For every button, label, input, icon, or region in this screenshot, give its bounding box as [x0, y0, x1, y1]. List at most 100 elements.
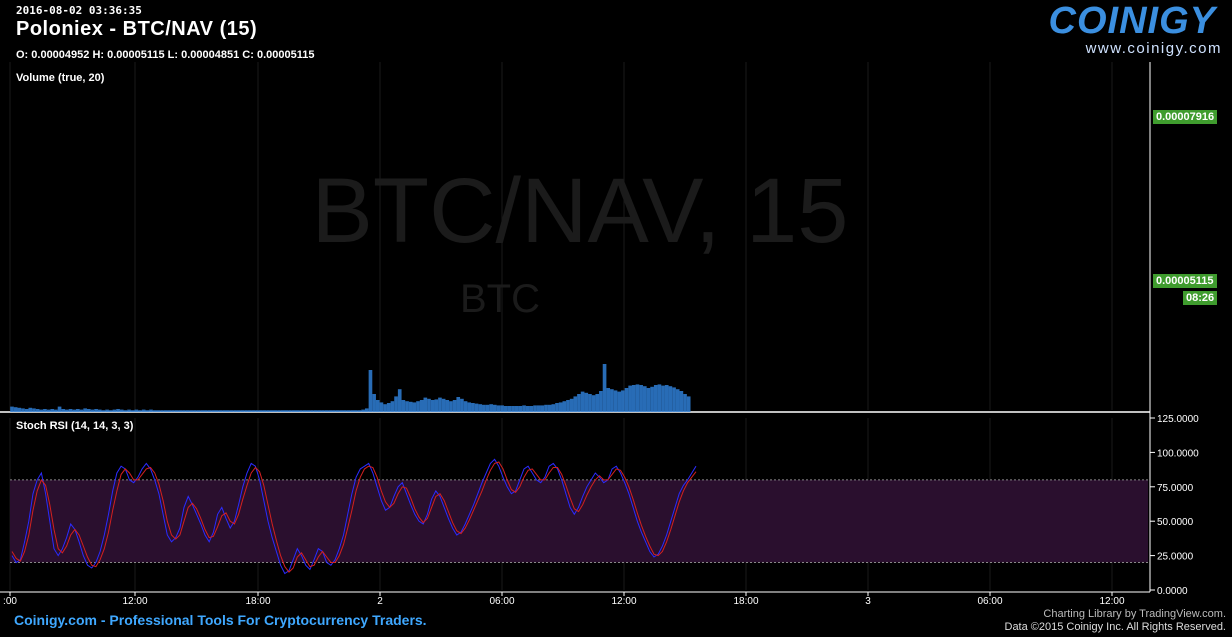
volume-bar [222, 410, 226, 412]
stoch-rsi-label[interactable]: Stoch RSI (14, 14, 3, 3) [16, 420, 134, 432]
volume-bar [273, 410, 278, 412]
volume-bar [405, 401, 409, 412]
footer-tagline[interactable]: Coinigy.com - Professional Tools For Cry… [14, 612, 427, 628]
volume-bar [332, 410, 336, 412]
volume-bar [650, 386, 654, 412]
volume-bar [383, 404, 387, 412]
volume-bar [642, 386, 647, 412]
volume-bar [116, 409, 120, 412]
volume-bar [529, 406, 534, 412]
volume-bar [57, 406, 62, 412]
volume-bar [573, 396, 578, 412]
volume-indicator-label[interactable]: Volume (true, 20) [16, 72, 105, 84]
stoch-band [10, 479, 1148, 563]
volume-bar [68, 409, 73, 412]
volume-bar [661, 385, 665, 412]
volume-bar [86, 409, 91, 412]
volume-bar [83, 408, 87, 412]
volume-bar [416, 401, 420, 412]
volume-bar [112, 409, 117, 412]
volume-bar [171, 410, 175, 412]
volume-bar [584, 392, 589, 412]
footer-credit-tradingview[interactable]: Charting Library by TradingView.com. [1043, 608, 1226, 620]
volume-bar [35, 409, 40, 412]
volume-bar [686, 396, 691, 412]
volume-bar [178, 410, 183, 412]
time-axis-label: :00 [3, 596, 17, 607]
volume-bar [211, 410, 216, 412]
volume-bar [251, 410, 256, 412]
time-axis-label: 3 [865, 596, 871, 607]
stoch-k-line [11, 458, 697, 575]
volume-bar [288, 410, 292, 412]
volume-bar [368, 370, 373, 412]
volume-bar [566, 400, 570, 412]
volume-bar [321, 410, 325, 412]
volume-bar [130, 410, 135, 412]
volume-bar [163, 410, 168, 412]
volume-bar [364, 408, 369, 412]
volume-bar [635, 384, 640, 412]
volume-bar [397, 389, 402, 412]
volume-bar [174, 410, 179, 412]
volume-bar [313, 410, 318, 412]
volume-bar [185, 410, 190, 412]
coinigy-logo[interactable]: COINIGY [1048, 0, 1216, 42]
volume-bar [558, 402, 563, 412]
volume-bar [61, 409, 66, 412]
volume-bar [577, 394, 581, 412]
time-axis-label: 2 [377, 596, 383, 607]
volume-bar [291, 410, 296, 412]
volume-bar [361, 409, 365, 412]
volume-bar [229, 410, 234, 412]
volume-bar [328, 410, 333, 412]
volume-bar [412, 402, 417, 412]
volume-bar [189, 410, 194, 412]
time-axis-label: 06:00 [489, 596, 514, 607]
time-axis-label: 18:00 [733, 596, 758, 607]
volume-bar [569, 398, 574, 412]
volume-bar [105, 409, 109, 412]
volume-bar [339, 410, 344, 412]
volume-bar [474, 403, 479, 412]
volume-bar [631, 385, 636, 412]
volume-bar [160, 410, 164, 412]
volume-bar [207, 410, 212, 412]
volume-bar [244, 410, 248, 412]
volume-bar [372, 394, 376, 412]
volume-bar [119, 409, 124, 412]
volume-bar [200, 410, 205, 412]
volume-bar [580, 391, 585, 412]
volume-bar [657, 384, 662, 412]
volume-bar [13, 407, 18, 412]
volume-bar [606, 388, 611, 412]
volume-bar [145, 410, 150, 412]
volume-bar [39, 409, 44, 412]
volume-bar [90, 409, 95, 412]
chart-title: Poloniex - BTC/NAV (15) [16, 18, 258, 40]
coinigy-url[interactable]: www.coinigy.com [1085, 40, 1222, 57]
volume-bar [54, 409, 58, 412]
footer-credit-copyright: Data ©2015 Coinigy Inc. All Rights Reser… [1004, 621, 1227, 633]
volume-bar [236, 410, 241, 412]
volume-bar [218, 410, 223, 412]
stoch-axis-label: 50.0000 [1157, 517, 1194, 528]
volume-bar [266, 410, 270, 412]
volume-bar [240, 410, 245, 412]
volume-bar [335, 410, 340, 412]
time-axis-label: 12:00 [611, 596, 636, 607]
volume-bar [182, 410, 186, 412]
volume-bar [401, 400, 406, 412]
volume-bar [167, 410, 172, 412]
volume-bar [664, 385, 669, 412]
volume-bar [540, 405, 545, 412]
volume-bar [299, 410, 303, 412]
volume-bar [101, 410, 106, 412]
volume-bar [672, 387, 676, 412]
volume-bar [668, 386, 673, 412]
volume-bar [21, 408, 25, 412]
volume-bar [302, 410, 307, 412]
volume-bar [562, 401, 567, 412]
volume-bar [408, 401, 413, 412]
